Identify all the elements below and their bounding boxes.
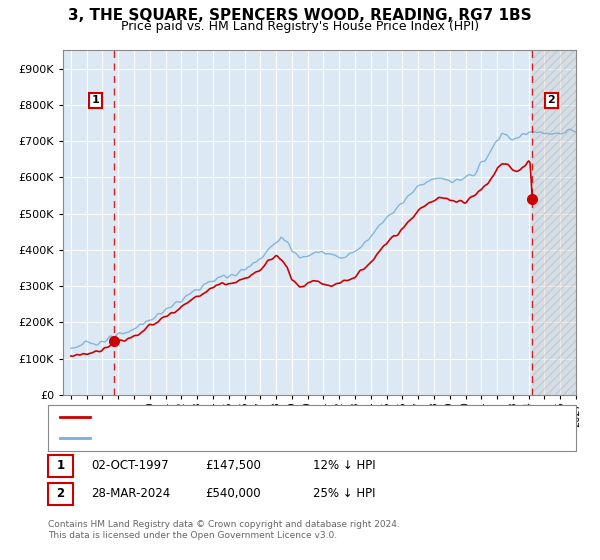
- Text: £147,500: £147,500: [205, 459, 261, 473]
- Text: £540,000: £540,000: [205, 487, 261, 501]
- Text: 25% ↓ HPI: 25% ↓ HPI: [313, 487, 376, 501]
- Text: 2: 2: [547, 95, 555, 105]
- Bar: [532, 50, 576, 395]
- Text: 1: 1: [91, 95, 99, 105]
- Text: 3, THE SQUARE, SPENCERS WOOD, READING, RG7 1BS: 3, THE SQUARE, SPENCERS WOOD, READING, R…: [68, 8, 532, 24]
- Text: 28-MAR-2024: 28-MAR-2024: [91, 487, 170, 501]
- Text: 3, THE SQUARE, SPENCERS WOOD, READING, RG7 1BS (detached house): 3, THE SQUARE, SPENCERS WOOD, READING, R…: [96, 412, 476, 422]
- Text: 12% ↓ HPI: 12% ↓ HPI: [313, 459, 376, 473]
- Text: Contains HM Land Registry data © Crown copyright and database right 2024.: Contains HM Land Registry data © Crown c…: [48, 520, 400, 529]
- Text: 1: 1: [56, 459, 65, 473]
- Text: 2: 2: [56, 487, 65, 501]
- Text: HPI: Average price, detached house, Wokingham: HPI: Average price, detached house, Woki…: [96, 433, 350, 444]
- Text: This data is licensed under the Open Government Licence v3.0.: This data is licensed under the Open Gov…: [48, 531, 337, 540]
- Text: 02-OCT-1997: 02-OCT-1997: [91, 459, 169, 473]
- Text: Price paid vs. HM Land Registry's House Price Index (HPI): Price paid vs. HM Land Registry's House …: [121, 20, 479, 32]
